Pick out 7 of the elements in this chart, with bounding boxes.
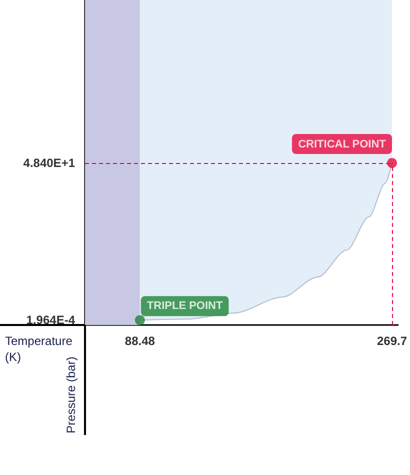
- y-tick-label: 1.964E-4: [26, 313, 76, 328]
- annotation: TRIPLE POINT: [146, 300, 223, 312]
- annotation: CRITICAL POINT: [298, 138, 386, 150]
- x-tick-label: 88.48: [124, 334, 156, 348]
- y-axis-title: Pressure (bar): [64, 356, 78, 434]
- y-tick-label: 4.840E+1: [23, 156, 76, 170]
- x-tick-label: 269.7: [376, 334, 408, 348]
